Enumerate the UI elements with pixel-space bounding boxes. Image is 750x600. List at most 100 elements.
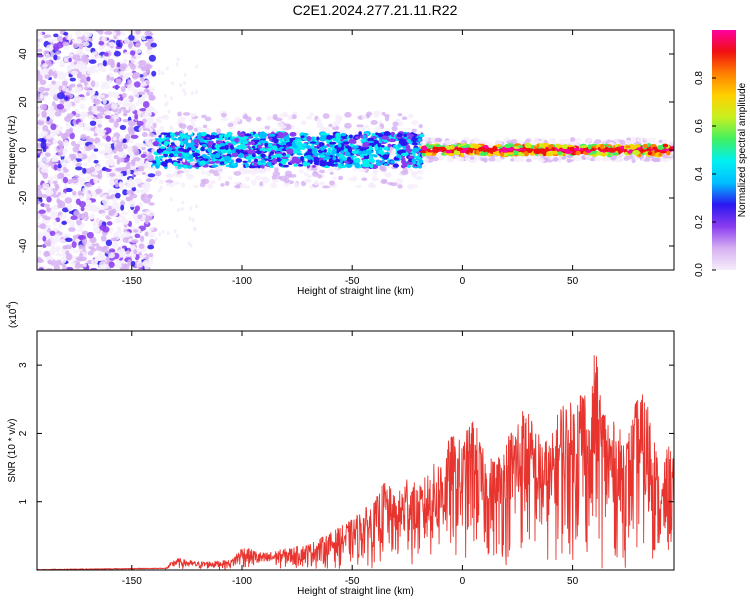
noise-cell <box>177 208 181 213</box>
band-cell <box>647 147 651 153</box>
band-cell <box>158 155 163 160</box>
noise-cell <box>102 98 107 105</box>
band-cell <box>219 161 225 165</box>
noise-cell <box>37 48 43 53</box>
noise-cell <box>173 229 177 234</box>
noise-cell <box>91 205 99 213</box>
band-cell <box>260 153 266 158</box>
noise-cell <box>66 65 72 72</box>
noise-cell <box>101 35 107 42</box>
noise-cell <box>122 189 128 196</box>
y-tick-label: 0 <box>18 147 29 153</box>
halo-cell <box>668 141 674 146</box>
halo-cell <box>283 177 290 184</box>
noise-cell <box>130 134 139 139</box>
noise-cell <box>162 157 166 162</box>
band-cell <box>420 150 426 154</box>
band-cell <box>394 144 398 148</box>
halo-cell <box>190 113 196 118</box>
halo-cell <box>407 183 416 190</box>
halo-cell <box>468 138 474 143</box>
noise-cell <box>62 176 69 184</box>
noise-cell <box>140 153 147 159</box>
noise-cell <box>116 157 125 163</box>
band-cell <box>351 140 357 144</box>
noise-cell <box>174 170 178 175</box>
band-cell <box>193 139 200 144</box>
band-cell <box>362 142 370 148</box>
band-cell <box>273 138 279 144</box>
halo-cell <box>338 115 343 122</box>
noise-cell <box>125 97 131 102</box>
halo-cell <box>407 113 414 119</box>
halo-cell <box>328 123 333 128</box>
halo-cell <box>228 176 233 180</box>
halo-cell <box>652 141 661 145</box>
noise-cell <box>76 60 85 68</box>
halo-cell <box>400 170 409 176</box>
noise-cell <box>66 218 74 224</box>
halo-cell <box>525 158 532 163</box>
band-cell <box>469 148 474 154</box>
noise-cell <box>141 93 147 99</box>
band-cell <box>320 132 328 136</box>
band-cell <box>538 153 543 157</box>
noise-cell <box>58 222 63 230</box>
band-cell <box>281 152 287 156</box>
halo-cell <box>331 122 337 128</box>
noise-cell <box>122 237 131 244</box>
noise-cell <box>47 38 54 43</box>
noise-cell <box>64 197 73 204</box>
noise-cell <box>82 41 90 47</box>
noise-cell <box>78 43 84 50</box>
halo-cell <box>494 157 502 163</box>
noise-cell <box>49 105 55 110</box>
band-cell <box>224 137 229 141</box>
x-tick-label: 50 <box>567 576 579 587</box>
noise-cell <box>96 142 105 147</box>
band-cell <box>662 143 669 148</box>
noise-cell <box>125 134 131 141</box>
noise-cell <box>37 192 43 198</box>
colorbar-tick-label: 0.2 <box>694 215 705 229</box>
band-cell <box>518 153 525 157</box>
band-cell <box>316 136 320 141</box>
noise-cell <box>43 203 50 208</box>
band-cell <box>258 140 263 144</box>
halo-cell <box>303 172 309 177</box>
noise-cell <box>114 167 123 172</box>
band-cell <box>419 133 425 138</box>
noise-cell <box>189 206 193 211</box>
halo-cell <box>291 114 297 120</box>
halo-cell <box>292 111 298 116</box>
noise-cell <box>161 71 165 76</box>
band-cell <box>256 144 262 149</box>
halo-cell <box>643 158 651 162</box>
band-cell <box>271 158 278 164</box>
noise-cell <box>87 242 92 247</box>
halo-cell <box>243 167 248 172</box>
noise-cell <box>98 40 105 46</box>
band-cell <box>269 151 275 155</box>
noise-cell <box>42 235 47 242</box>
noise-cell <box>145 79 150 86</box>
band-cell <box>191 147 197 151</box>
band-cell <box>268 143 273 148</box>
halo-cell <box>234 184 241 189</box>
noise-cell <box>79 103 86 110</box>
noise-cell <box>104 52 109 57</box>
noise-cell <box>105 168 113 173</box>
noise-cell <box>140 143 147 148</box>
noise-cell <box>154 237 158 242</box>
noise-cell <box>115 263 123 269</box>
halo-cell <box>322 185 331 189</box>
colorbar-tick-label: 0.0 <box>694 263 705 277</box>
band-cell <box>397 132 403 138</box>
band-cell <box>565 150 572 154</box>
noise-cell <box>95 188 103 193</box>
noise-cell <box>190 91 194 96</box>
noise-cell <box>109 172 116 177</box>
noise-cell <box>93 148 99 152</box>
noise-cell <box>133 93 140 98</box>
noise-cell <box>42 63 48 68</box>
